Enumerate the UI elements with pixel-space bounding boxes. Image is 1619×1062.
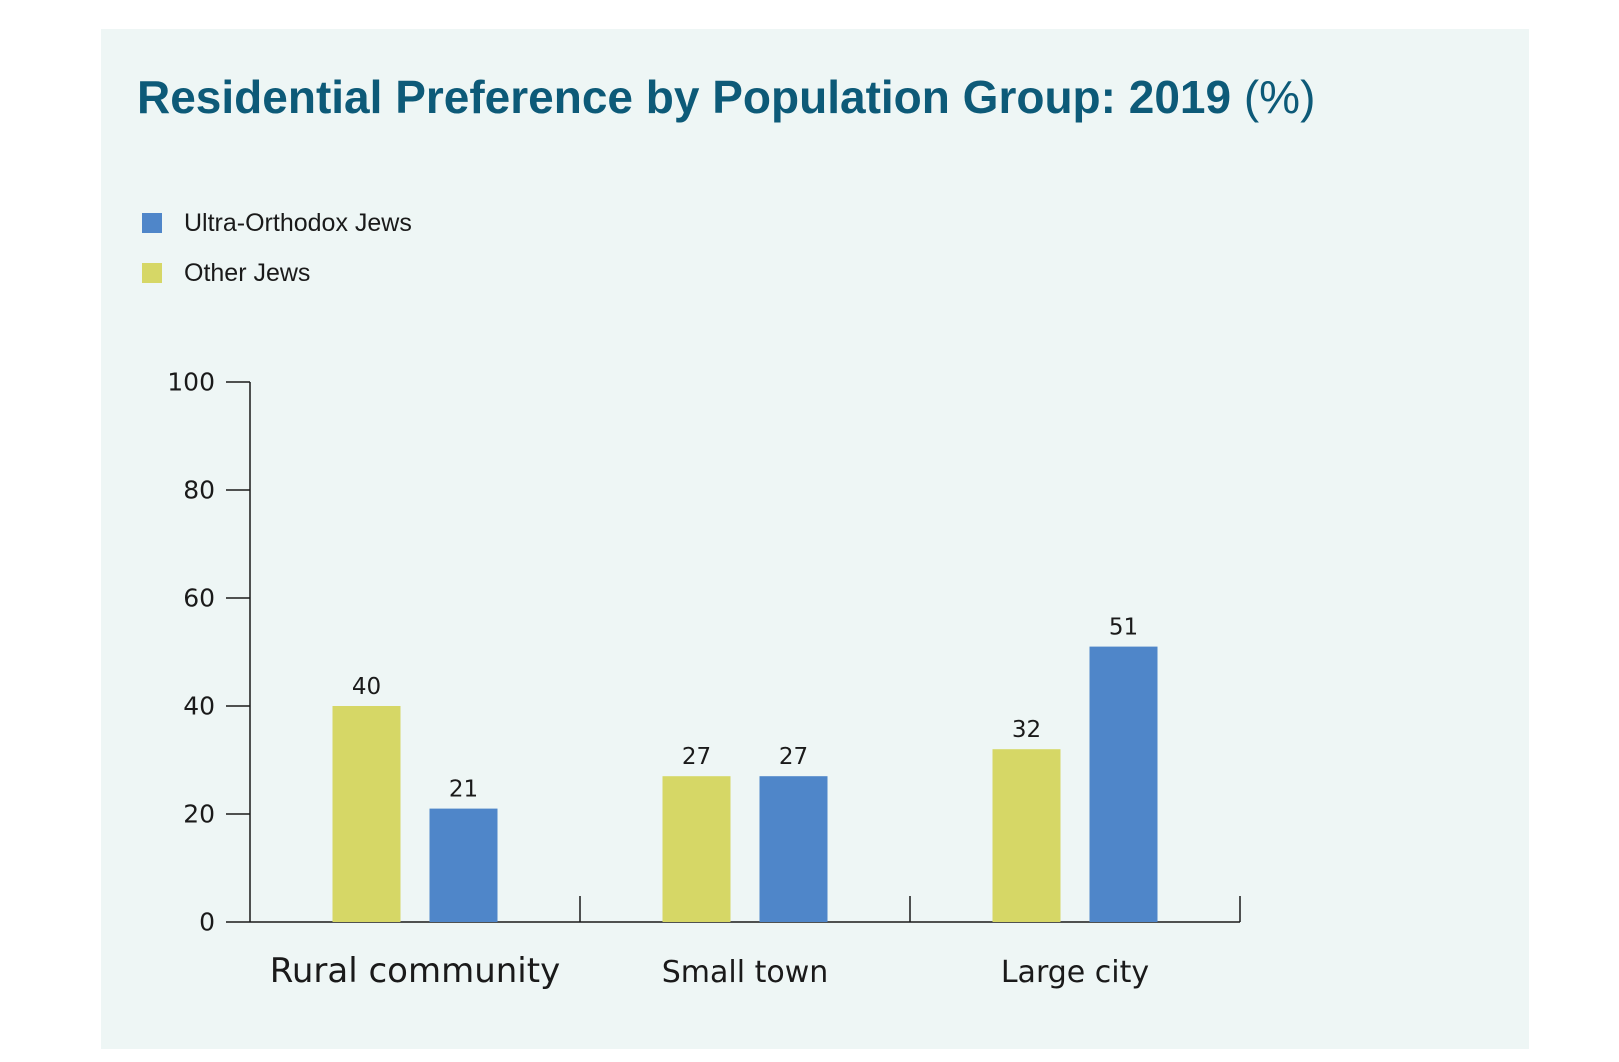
chart-title-unit: (%)	[1243, 71, 1316, 123]
chart-title: Residential Preference by Population Gro…	[137, 70, 1315, 125]
category-label-3: Large city	[1001, 955, 1149, 990]
category-label-2: Small town	[662, 955, 829, 990]
data-label-other-jews-1: 40	[352, 674, 381, 700]
bar-other-jews-1	[332, 706, 401, 922]
y-tick-label-20: 20	[183, 800, 215, 829]
legend: Ultra-Orthodox Jews Other Jews	[142, 198, 412, 298]
legend-item-other-jews: Other Jews	[142, 248, 412, 298]
bar-other-jews-3	[992, 749, 1061, 922]
data-label-other-jews-3: 32	[1012, 717, 1041, 743]
legend-swatch-ultra-orthodox	[142, 213, 162, 233]
bar-ultra-orthodox-jews-3	[1089, 646, 1158, 922]
legend-label-ultra-orthodox: Ultra-Orthodox Jews	[184, 208, 412, 237]
y-tick-label-40: 40	[183, 692, 215, 721]
y-tick-label-80: 80	[183, 476, 215, 505]
data-label-ultra-orthodox-jews-3: 51	[1109, 615, 1138, 641]
legend-label-other-jews: Other Jews	[184, 258, 311, 287]
category-label-1: Rural community	[270, 951, 560, 991]
y-tick-label-100: 100	[167, 368, 215, 397]
legend-item-ultra-orthodox: Ultra-Orthodox Jews	[142, 198, 412, 248]
data-label-ultra-orthodox-jews-2: 27	[779, 744, 808, 770]
bar-ultra-orthodox-jews-1	[429, 808, 498, 922]
data-label-other-jews-2: 27	[682, 744, 711, 770]
bar-other-jews-2	[662, 776, 731, 922]
y-tick-label-0: 0	[199, 908, 215, 937]
data-label-ultra-orthodox-jews-1: 21	[449, 777, 478, 803]
y-tick-label-60: 60	[183, 584, 215, 613]
bar-ultra-orthodox-jews-2	[759, 776, 828, 922]
legend-swatch-other-jews	[142, 263, 162, 283]
chart-title-text: Residential Preference by Population Gro…	[137, 71, 1232, 123]
